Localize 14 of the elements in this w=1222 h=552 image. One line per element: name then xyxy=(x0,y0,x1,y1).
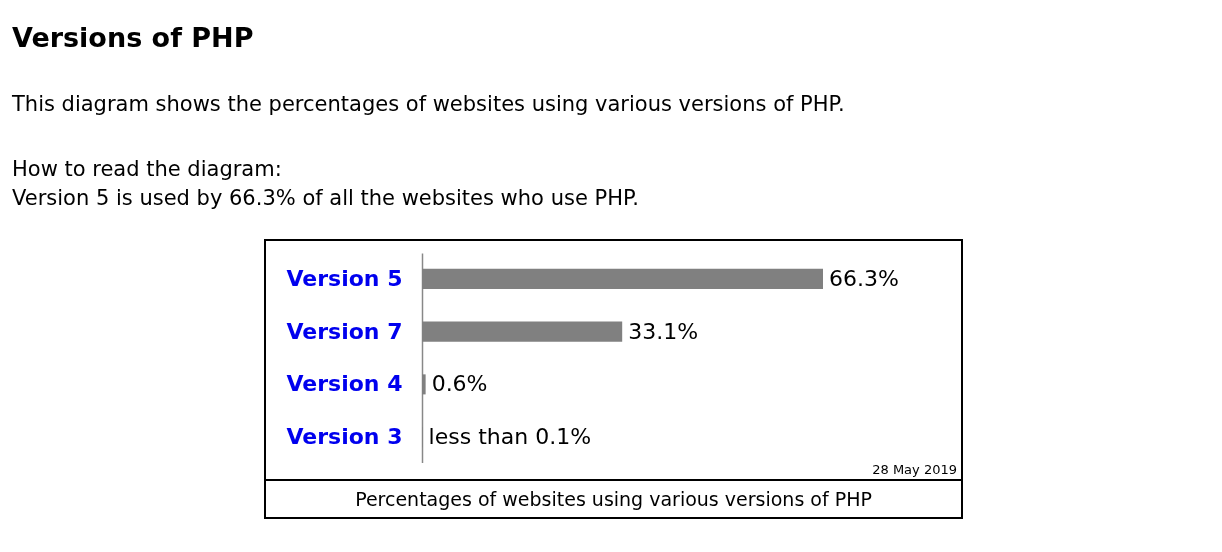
data-label: 66.3% xyxy=(829,265,899,291)
text: Versions of PHP xyxy=(12,22,254,53)
y-tick-label: Version 7 xyxy=(286,318,403,344)
x-axis-title: Percentages of websites using various versions of PHP xyxy=(266,479,961,517)
y-tick-label: Version 3 xyxy=(286,424,403,450)
y-tick-label: Version 4 xyxy=(286,371,403,397)
y-tick-label: Version 5 xyxy=(286,265,403,291)
data-label: 0.6% xyxy=(431,371,488,397)
text: 28 May 2019 xyxy=(872,462,957,477)
text: Version 5 is used by 66.3% of all the websites who use PHP. xyxy=(12,185,639,212)
text: How to read the diagram: xyxy=(12,156,283,183)
chart-subtitle: This diagram shows the percentages of websites using various versions of PHP. xyxy=(12,92,845,116)
data-label: 33.1% xyxy=(628,318,699,344)
data-label: less than 0.1% xyxy=(428,424,592,450)
